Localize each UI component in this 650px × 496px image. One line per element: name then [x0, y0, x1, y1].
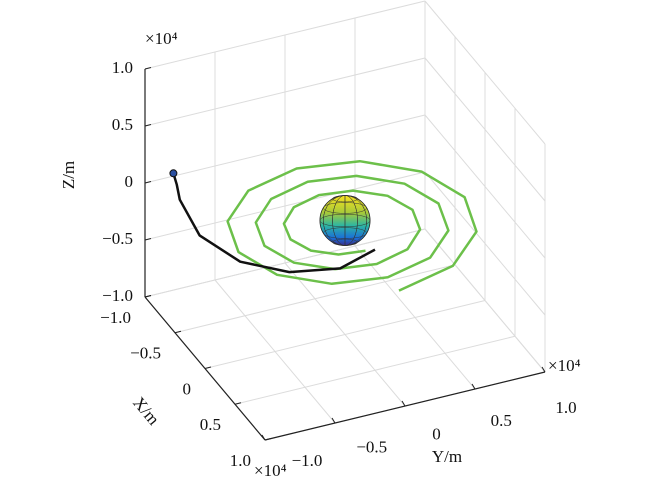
x-tick-label: 1.0	[230, 451, 251, 470]
x-tick-label: 0	[183, 379, 192, 398]
z-exponent: ×10⁴	[145, 29, 178, 48]
grid-line	[354, 245, 476, 390]
y-tick-label: 0.5	[491, 411, 512, 430]
grid-line	[424, 114, 546, 259]
z-tick-label: 0	[125, 172, 134, 191]
planet-parallel	[323, 202, 367, 214]
trajectory	[172, 172, 376, 274]
y-tick-label: −1.0	[292, 451, 323, 470]
tick-mark	[144, 67, 152, 70]
y-axis-label: Y/m	[432, 447, 462, 466]
tick-mark	[264, 438, 272, 441]
x-exponent: ×10⁴	[254, 461, 287, 480]
grid-line	[424, 0, 546, 145]
grid-line	[144, 114, 426, 184]
z-tick-label: 0.5	[112, 115, 133, 134]
tick-mark	[204, 366, 212, 369]
x-tick-label: 0.5	[200, 415, 221, 434]
z-axis-label: Z/m	[59, 161, 78, 189]
tick-mark	[541, 366, 546, 373]
trajectory	[226, 159, 478, 292]
tick-mark	[471, 383, 476, 390]
grid-line	[144, 57, 426, 127]
x-tick-label: −0.5	[130, 344, 161, 363]
tick-mark	[401, 400, 406, 407]
grid-line	[424, 228, 546, 373]
grid-line	[144, 171, 426, 241]
x-axis-label: X/m	[129, 393, 163, 428]
tick-mark	[144, 124, 152, 127]
tick-mark	[234, 402, 242, 405]
grid-line	[284, 262, 406, 407]
planet-parallel	[332, 238, 358, 246]
y-exponent: ×10⁴	[548, 356, 581, 375]
start-point	[169, 169, 178, 178]
tick-mark	[144, 238, 152, 241]
y-tick-label: 0	[432, 424, 441, 443]
grid-line	[144, 0, 426, 70]
y-tick-label: 1.0	[555, 398, 576, 417]
y-tick-label: −0.5	[356, 438, 387, 457]
planet-parallel	[319, 213, 371, 228]
z-tick-label: −1.0	[102, 286, 133, 305]
tick-mark	[174, 330, 182, 334]
grid-line	[144, 228, 426, 298]
z-tick-label: 1.0	[112, 58, 133, 77]
tick-mark	[144, 295, 152, 298]
planet-parallel	[323, 227, 367, 239]
grid-line	[214, 279, 336, 424]
tick-mark	[331, 417, 336, 424]
grid-line	[424, 171, 546, 316]
grid-line	[424, 57, 546, 202]
z-tick-label: −0.5	[102, 229, 133, 248]
x-tick-label: −1.0	[100, 308, 131, 327]
tick-mark	[144, 181, 152, 184]
tick-mark	[261, 434, 266, 441]
